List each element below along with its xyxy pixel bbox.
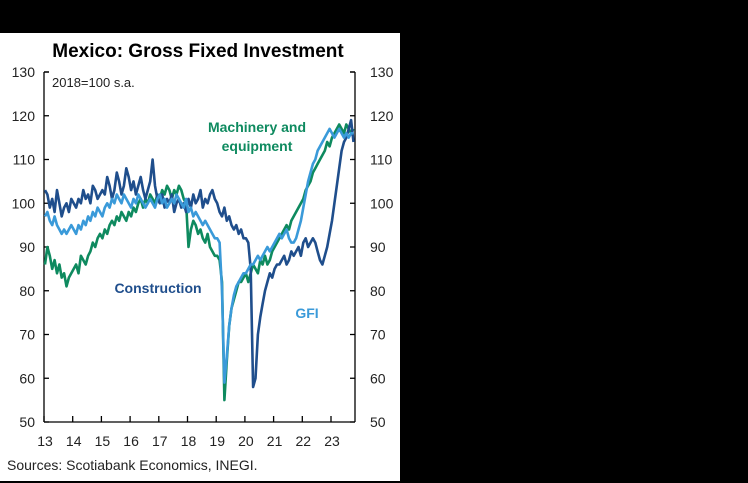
x-tick-label: 17 [152,433,168,449]
y-tick-label: 80 [19,283,35,299]
x-tick-label: 18 [181,433,197,449]
x-tick-label: 20 [238,433,254,449]
y-tick-label-right: 80 [370,283,386,299]
series-line-machinery-and-equipment [43,123,355,402]
y-tick-label: 70 [19,327,35,343]
y-axis-right: 130 120 110 100 90 80 70 60 50 [350,64,394,430]
base-note: 2018=100 s.a. [52,75,135,90]
y-tick-label: 100 [12,195,36,211]
label-machinery-line2: equipment [222,138,293,154]
line-chart: Mexico: Gross Fixed Investment 130 120 110… [7,41,394,473]
y-tick-label-right: 50 [370,414,386,430]
label-construction: Construction [114,280,201,296]
x-tick-label: 21 [267,433,283,449]
y-tick-label-right: 60 [370,370,386,386]
y-tick-label-right: 120 [370,108,394,124]
source-note: Sources: Scotiabank Economics, INEGI. [7,457,258,473]
label-gfi: GFI [295,305,318,321]
y-tick-label: 60 [19,370,35,386]
x-tick-label: 14 [66,433,82,449]
y-tick-label-right: 110 [370,152,393,168]
y-tick-label: 130 [12,64,36,80]
x-tick-label: 16 [123,433,139,449]
x-tick-label: 23 [324,433,340,449]
label-machinery: Machinery and [208,119,306,135]
series-line-construction [43,118,355,389]
x-tick-label: 22 [296,433,312,449]
x-tick-label: 13 [37,433,53,449]
y-tick-label: 50 [19,414,35,430]
y-tick-label-right: 130 [370,64,394,80]
y-tick-label-right: 100 [370,195,394,211]
chart-title: Mexico: Gross Fixed Investment [52,41,344,62]
y-tick-label: 110 [13,152,36,168]
y-tick-label-right: 90 [370,239,386,255]
x-axis: 13 14 15 16 17 18 19 20 21 22 23 [37,416,340,449]
y-axis-left: 130 120 110 100 90 80 70 60 50 [12,64,49,430]
x-tick-label: 15 [95,433,111,449]
y-tick-label: 120 [12,108,36,124]
x-tick-label: 19 [209,433,225,449]
series-line-gfi [43,127,354,384]
series-lines [43,118,355,402]
y-tick-label: 90 [19,239,35,255]
y-tick-label-right: 70 [370,327,386,343]
chart-panel: Mexico: Gross Fixed Investment 130 120 110… [0,33,400,481]
